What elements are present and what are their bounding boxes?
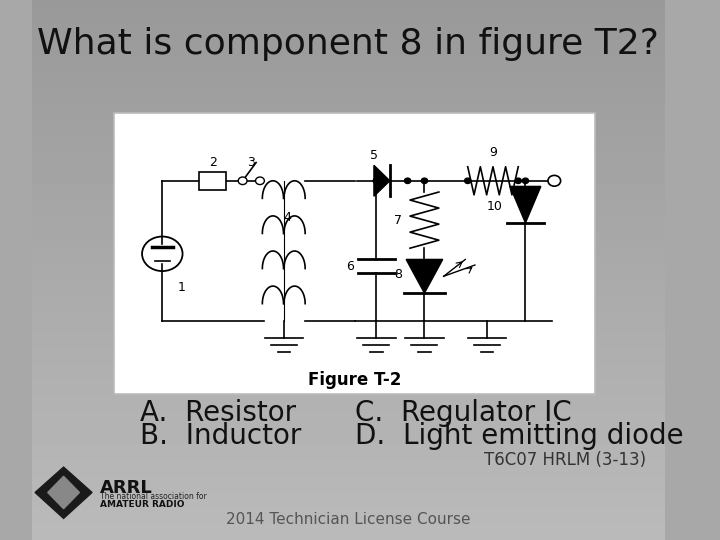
Circle shape xyxy=(522,178,528,184)
Text: C.  Regulator IC: C. Regulator IC xyxy=(355,399,572,427)
Circle shape xyxy=(256,177,264,185)
Text: 7: 7 xyxy=(394,214,402,227)
Polygon shape xyxy=(374,165,390,196)
Text: 3: 3 xyxy=(248,156,255,169)
Circle shape xyxy=(405,178,411,184)
Text: D.  Light emitting diode: D. Light emitting diode xyxy=(355,422,683,450)
Circle shape xyxy=(142,237,183,271)
Bar xyxy=(114,113,595,394)
Polygon shape xyxy=(35,467,92,518)
Bar xyxy=(199,172,226,190)
Polygon shape xyxy=(48,476,79,509)
Text: The national association for: The national association for xyxy=(100,492,207,501)
Text: 8: 8 xyxy=(394,268,402,281)
Text: 2014 Technician License Course: 2014 Technician License Course xyxy=(226,512,471,527)
Circle shape xyxy=(421,178,428,184)
Text: 1: 1 xyxy=(178,281,186,294)
Text: AMATEUR RADIO: AMATEUR RADIO xyxy=(100,500,185,509)
Text: Figure T-2: Figure T-2 xyxy=(308,371,401,389)
Polygon shape xyxy=(510,186,541,223)
Circle shape xyxy=(515,178,521,184)
Circle shape xyxy=(373,178,379,184)
Text: 6: 6 xyxy=(346,260,354,273)
Text: 9: 9 xyxy=(489,146,497,159)
Circle shape xyxy=(464,178,471,184)
Text: ARRL: ARRL xyxy=(100,478,153,497)
Text: 10: 10 xyxy=(486,200,502,213)
Text: What is component 8 in figure T2?: What is component 8 in figure T2? xyxy=(37,28,660,61)
Text: T6C07 HRLM (3-13): T6C07 HRLM (3-13) xyxy=(484,451,646,469)
Circle shape xyxy=(238,177,247,185)
Text: A.  Resistor: A. Resistor xyxy=(140,399,296,427)
Text: 4: 4 xyxy=(284,211,292,224)
Circle shape xyxy=(548,176,561,186)
Text: B.  Inductor: B. Inductor xyxy=(140,422,301,450)
Text: 2: 2 xyxy=(209,156,217,169)
Text: 5: 5 xyxy=(370,149,378,162)
Polygon shape xyxy=(406,259,443,293)
